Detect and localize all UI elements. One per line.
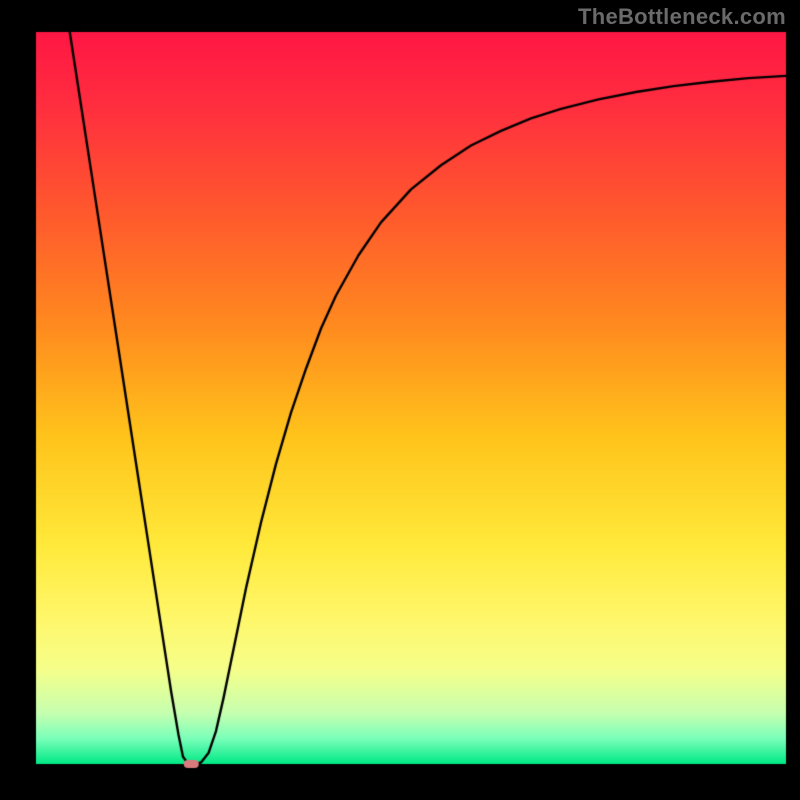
bottleneck-chart-canvas [0,0,800,800]
watermark-text: TheBottleneck.com [578,4,786,30]
chart-container: TheBottleneck.com [0,0,800,800]
